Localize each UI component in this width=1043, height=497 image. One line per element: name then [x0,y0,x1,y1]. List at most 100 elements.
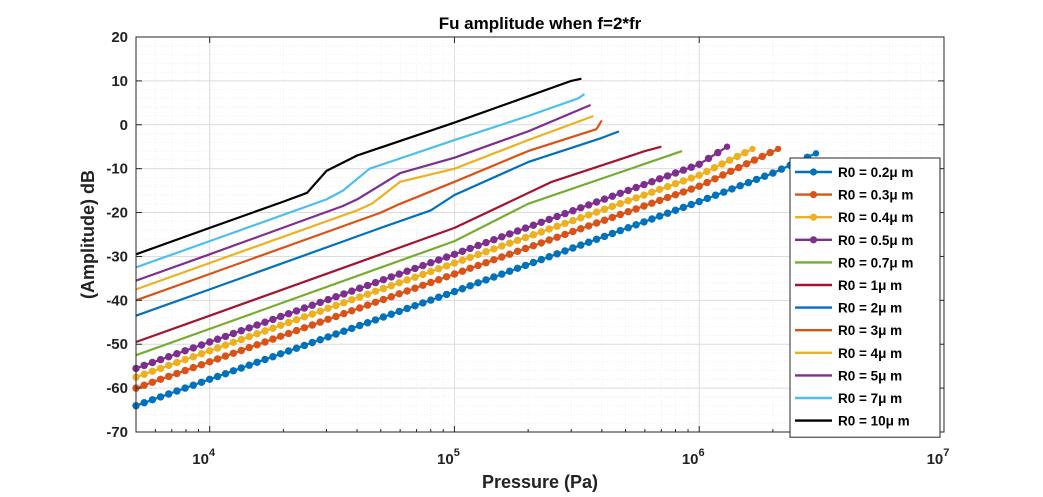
series-point [333,294,339,300]
series-point [514,237,520,243]
series-point [753,176,759,182]
series-point [728,168,734,174]
legend-label: R0 = 5μ m [838,368,902,383]
series-point [593,220,599,226]
series-point [625,209,631,215]
series-point [712,176,718,182]
series-point [514,228,520,234]
series-point [141,400,147,406]
series-point [451,271,457,277]
series-point [696,161,702,167]
series-point [475,262,481,268]
series-point [641,192,647,198]
series-point [364,291,370,297]
series-point [190,354,196,360]
series-point [475,280,481,286]
series-point [617,211,623,217]
series-point [459,248,465,254]
series-point [649,179,655,185]
series-point [309,322,315,328]
series-point [507,231,513,237]
series-point [357,305,363,311]
series-point [696,172,702,178]
series-point [530,222,536,228]
series-point [514,248,520,254]
series-point [157,394,163,400]
series-point [767,149,773,155]
series-point [672,207,678,213]
series-point [341,310,347,316]
series-point [238,365,244,371]
series-point [680,178,686,184]
series-point [357,285,363,291]
series-point [778,166,784,172]
series-point [680,189,686,195]
series-point [207,359,213,365]
series-point [246,325,252,331]
series-point [672,181,678,187]
series-point [609,203,615,209]
series-point [601,196,607,202]
series-point [749,146,755,152]
series-point [436,266,442,272]
series-point [570,228,576,234]
series-point [364,282,370,288]
series-point [166,362,172,368]
series-point [182,356,188,362]
series-point [293,308,299,314]
series-point [483,260,489,266]
series-point [396,271,402,277]
series-point [546,226,552,232]
series-point [436,257,442,263]
series-point [601,217,607,223]
legend-label: R0 = 7μ m [838,391,902,406]
series-point [641,219,647,225]
series-point [688,164,694,170]
series-point [736,164,742,170]
legend-label: R0 = 2μ m [838,301,902,316]
series-point [222,353,228,359]
series-point [198,342,204,348]
series-point [149,368,155,374]
series-point [467,283,473,289]
series-point [420,282,426,288]
series-point [483,249,489,255]
series-point [182,385,188,391]
series-point [688,186,694,192]
y-tick-label: -60 [106,380,128,397]
series-point [586,223,592,229]
series-point [278,313,284,319]
y-tick-label: -10 [106,161,128,178]
series-point [443,254,449,260]
series-point [270,325,276,331]
series-point [593,199,599,205]
series-point [609,193,615,199]
series-point [157,356,163,362]
series-point [688,201,694,207]
y-tick-label: -30 [106,248,128,265]
series-point [459,257,465,263]
legend-label: R0 = 10μ m [838,414,910,429]
series-point [726,157,732,163]
y-tick-label: -40 [106,292,128,309]
series-point [530,232,536,238]
series-point [278,333,284,339]
series-point [641,203,647,209]
series-point [325,334,331,340]
series-point [715,149,721,155]
series-point [562,210,568,216]
series-point [742,150,748,156]
series-point [664,210,670,216]
series-point [491,274,497,280]
legend-label: R0 = 0.2μ m [838,165,913,180]
series-point [357,294,363,300]
y-tick-label: 10 [111,73,128,90]
series-point [499,254,505,260]
series-point [325,316,331,322]
series-point [522,234,528,240]
series-point [507,268,513,274]
x-axis-label: Pressure (Pa) [482,472,598,492]
series-point [554,213,560,219]
series-point [254,331,260,337]
series-point [182,367,188,373]
